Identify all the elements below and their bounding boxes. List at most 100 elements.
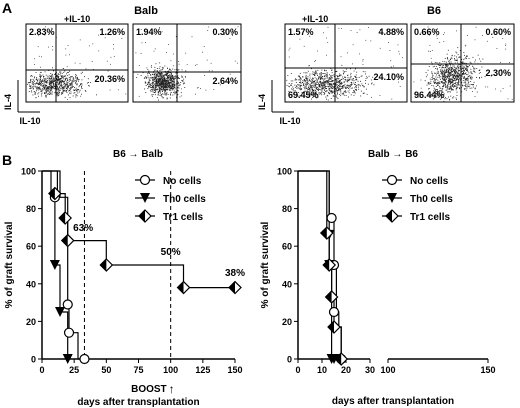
flow-dot bbox=[44, 80, 46, 82]
flow-dot bbox=[472, 84, 473, 86]
flow-dot bbox=[327, 42, 329, 43]
flow-dot bbox=[53, 86, 55, 88]
flow-dot bbox=[69, 90, 71, 91]
flow-dot bbox=[428, 83, 430, 85]
flow-dot bbox=[312, 84, 314, 86]
flow-dot bbox=[38, 55, 40, 57]
flow-dot bbox=[162, 79, 164, 80]
flow-dot bbox=[65, 91, 67, 92]
flow-dot bbox=[50, 86, 52, 87]
flow-dot bbox=[450, 67, 452, 69]
flow-dot bbox=[362, 71, 364, 73]
flow-dot bbox=[52, 80, 54, 81]
flow-dot bbox=[340, 56, 342, 58]
flow-dot bbox=[49, 93, 51, 95]
flow-dot bbox=[447, 75, 449, 77]
flow-dot bbox=[158, 82, 160, 84]
flow-dot bbox=[475, 59, 476, 61]
flow-dot bbox=[162, 76, 163, 78]
flow-dot bbox=[353, 94, 355, 96]
flow-dot bbox=[178, 78, 180, 79]
data-point-circle bbox=[328, 306, 340, 318]
flow-dot bbox=[315, 60, 316, 61]
flow-dot bbox=[458, 77, 460, 79]
flow-dot bbox=[373, 84, 375, 86]
flow-dot bbox=[178, 83, 180, 85]
flow-dot bbox=[156, 84, 158, 86]
flow-dot bbox=[324, 87, 326, 89]
flow-dot bbox=[169, 80, 171, 82]
flow-dot bbox=[445, 71, 447, 73]
flow-dot bbox=[315, 93, 317, 94]
flow-dot bbox=[481, 66, 483, 68]
flow-dot bbox=[39, 80, 41, 81]
flow-dot bbox=[59, 92, 60, 93]
flow-dot bbox=[170, 76, 172, 78]
flow-dot bbox=[447, 57, 448, 59]
flow-dot bbox=[168, 75, 170, 77]
flow-dot bbox=[37, 79, 39, 81]
flow-dot bbox=[332, 88, 333, 89]
flow-dot bbox=[137, 73, 139, 75]
flow-dot bbox=[60, 82, 62, 84]
flow-dot bbox=[435, 68, 437, 69]
flow-dot bbox=[75, 93, 77, 95]
flow-dot bbox=[39, 81, 41, 83]
flow-dot bbox=[98, 34, 100, 36]
flow-dot bbox=[171, 83, 173, 85]
flow-dot bbox=[482, 35, 483, 36]
flow-dot bbox=[165, 83, 167, 85]
flow-dot bbox=[56, 89, 58, 91]
flow-dot bbox=[154, 76, 156, 78]
flow-dot bbox=[296, 85, 298, 87]
flow-dot bbox=[309, 93, 311, 95]
flow-dot bbox=[331, 81, 333, 83]
flow-dot bbox=[465, 86, 466, 87]
quadrant-label-upper-left: 1.57% bbox=[288, 27, 314, 37]
flow-dot bbox=[64, 78, 66, 80]
y-tick-label: 100 bbox=[277, 167, 292, 177]
flow-dot bbox=[446, 71, 448, 73]
flow-dot bbox=[322, 83, 324, 85]
flow-dot bbox=[164, 83, 166, 85]
flow-dot bbox=[164, 90, 165, 92]
flow-dot bbox=[61, 80, 63, 81]
flow-dot bbox=[165, 79, 167, 81]
flow-dot bbox=[452, 81, 454, 83]
flow-dot bbox=[54, 81, 55, 82]
flow-dot bbox=[168, 77, 169, 79]
flow-dot bbox=[317, 81, 319, 83]
flow-dot bbox=[420, 32, 422, 34]
flow-dot bbox=[156, 70, 158, 72]
flow-dot bbox=[179, 78, 180, 79]
flow-dot bbox=[363, 86, 365, 88]
flow-dot bbox=[461, 91, 463, 93]
flow-dot bbox=[61, 79, 63, 81]
flow-dot bbox=[452, 70, 454, 72]
flow-dot bbox=[53, 83, 55, 85]
flow-dot bbox=[87, 82, 88, 84]
flow-dot bbox=[420, 79, 422, 81]
flow-dot bbox=[462, 62, 464, 64]
flow-dot bbox=[336, 81, 337, 83]
flow-dot bbox=[170, 84, 172, 86]
flow-dot bbox=[454, 59, 456, 61]
flow-dot bbox=[207, 30, 209, 31]
flow-dot bbox=[312, 79, 313, 81]
flow-dot bbox=[348, 92, 350, 94]
flow-dot bbox=[379, 29, 381, 31]
flow-dot bbox=[56, 79, 58, 81]
flow-dot bbox=[456, 71, 457, 73]
flow-dot bbox=[445, 61, 447, 63]
flow-dot bbox=[329, 82, 330, 84]
flow-dot bbox=[308, 89, 310, 90]
flow-dot bbox=[451, 78, 453, 80]
flow-dot bbox=[319, 74, 321, 76]
flow-dot bbox=[443, 85, 445, 87]
flow-dot bbox=[466, 63, 468, 64]
flow-dot bbox=[441, 73, 443, 75]
flow-dot bbox=[30, 75, 32, 77]
flow-dot bbox=[37, 82, 39, 84]
flow-dot bbox=[181, 75, 183, 77]
flow-dot bbox=[328, 83, 330, 85]
